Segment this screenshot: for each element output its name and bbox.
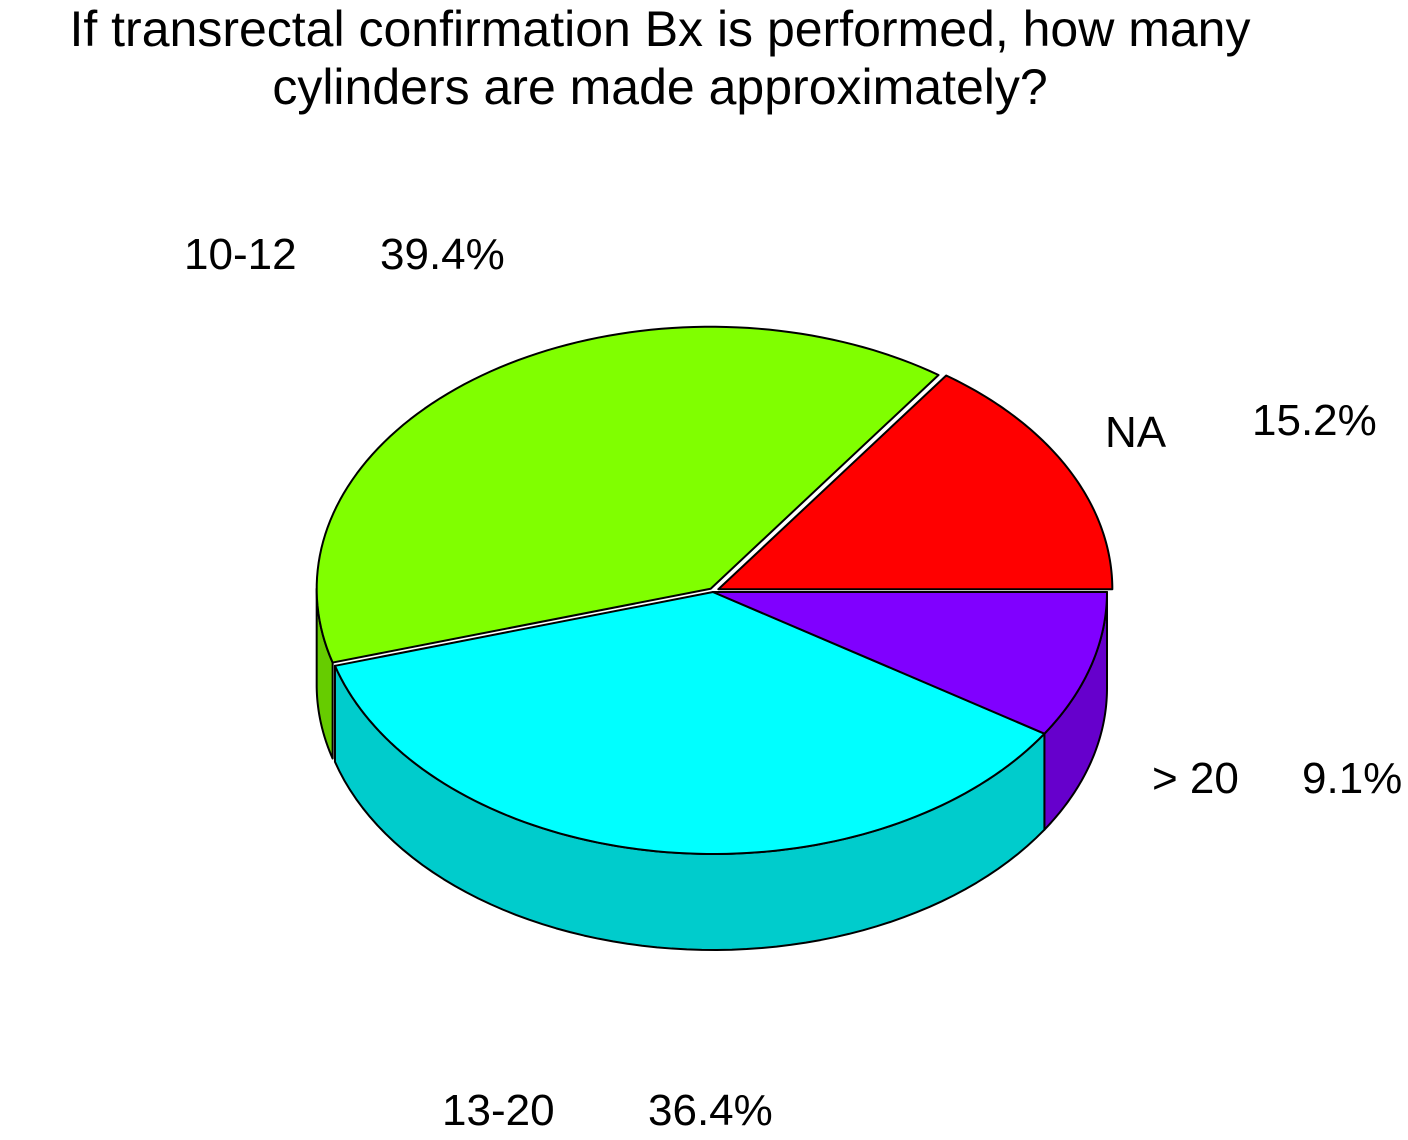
label-category-over-20: > 20 (1152, 754, 1239, 803)
pie-slice-over-20 (712, 591, 1108, 735)
pie-slice-10-12 (315, 325, 940, 664)
label-category-13-20: 13-20 (442, 1086, 555, 1135)
pie-tops (315, 325, 1114, 855)
label-percent-na: 15.2% (1252, 396, 1377, 445)
label-category-na: NA (1105, 408, 1167, 457)
chart-title: If transrectal confirmation Bx is perfor… (0, 0, 1320, 116)
label-category-10-12: 10-12 (184, 230, 297, 279)
label-percent-10-12: 39.4% (380, 230, 505, 279)
label-percent-over-20: 9.1% (1302, 754, 1403, 803)
label-percent-13-20: 36.4% (648, 1086, 773, 1135)
chart-title-line-1: If transrectal confirmation Bx is perfor… (69, 1, 1251, 57)
pie-slice-13-20 (333, 591, 1046, 855)
pie-slice-na (717, 374, 1114, 591)
chart-title-line-2: cylinders are made approximately? (272, 59, 1048, 115)
